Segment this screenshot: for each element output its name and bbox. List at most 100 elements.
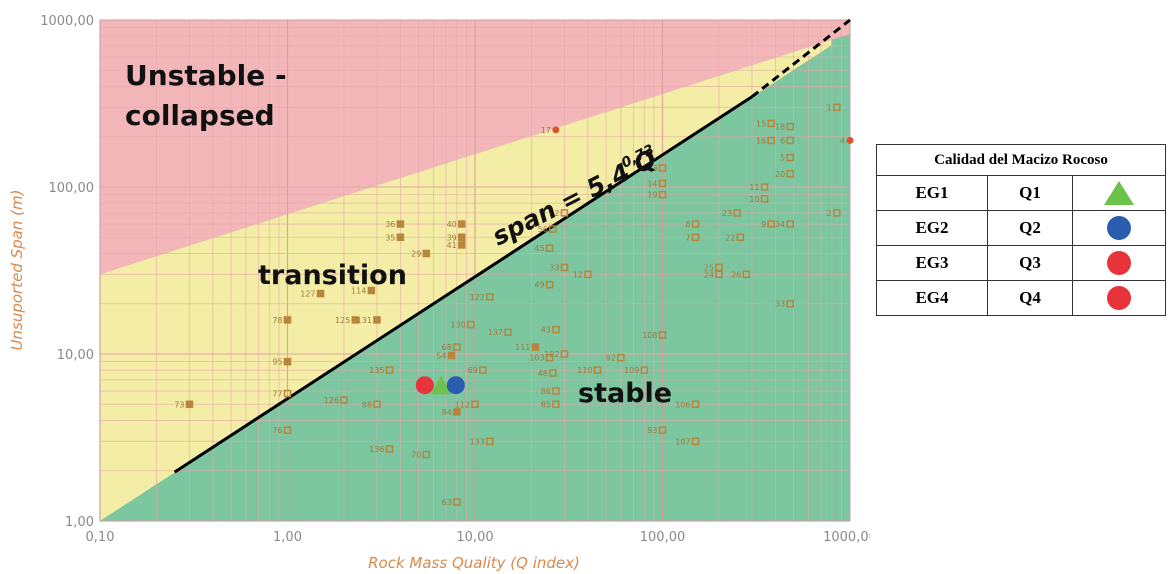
data-point <box>786 153 794 162</box>
zone-label-unstable: Unstable - <box>125 59 287 92</box>
data-point-label: 94 <box>442 408 452 417</box>
data-point <box>786 136 794 145</box>
data-point-label: 54 <box>436 351 446 360</box>
data-point-label: 135 <box>369 366 384 375</box>
data-point-label: 1 <box>827 103 832 112</box>
data-point-label: 48 <box>538 369 548 378</box>
legend-eg: EG3 <box>876 245 988 281</box>
data-point-label: 2 <box>827 209 832 218</box>
data-point-label: 109 <box>624 366 639 375</box>
data-point-label: 23 <box>722 209 732 218</box>
legend-row: EG3 Q3 <box>876 245 1166 281</box>
legend-row: EG4 Q4 <box>876 280 1166 316</box>
zone-label-transition: transition <box>258 260 407 291</box>
data-point <box>283 316 292 324</box>
x-tick-label: 10,00 <box>456 530 493 545</box>
y-tick-label: 1,00 <box>65 515 94 530</box>
data-point-label: 19 <box>647 191 657 200</box>
data-point-label: 35 <box>385 233 395 242</box>
data-point-label: 86 <box>541 387 551 396</box>
circle-icon <box>1107 251 1131 275</box>
data-point-label: 41 <box>447 241 457 250</box>
legend-eg: EG4 <box>876 280 988 316</box>
highlight-point <box>415 376 434 395</box>
data-point-label: 10 <box>749 195 759 204</box>
data-point <box>545 280 554 289</box>
triangle-icon <box>1104 181 1134 205</box>
data-point <box>786 220 794 228</box>
data-point-label: 69 <box>468 366 478 375</box>
data-point <box>486 293 494 301</box>
legend-symbol <box>1072 245 1166 281</box>
data-point-label: 32 <box>549 209 559 218</box>
data-point <box>552 325 560 334</box>
x-tick-label: 1000,00 <box>823 530 870 545</box>
data-point <box>283 357 292 366</box>
data-point-label: 5 <box>780 154 785 163</box>
legend-eg: EG2 <box>876 210 988 246</box>
highlight-point <box>431 375 452 395</box>
data-point-label: 63 <box>442 498 452 507</box>
y-axis-title: Unsuported Span (m) <box>8 190 26 351</box>
data-point-label: 76 <box>272 426 282 435</box>
data-point-label: 15 <box>756 120 766 129</box>
chart-grid <box>99 19 851 522</box>
data-point-label: 33 <box>775 300 785 309</box>
data-point-label: 122 <box>470 293 485 302</box>
data-point-label: 11 <box>749 183 759 192</box>
data-point <box>351 316 360 324</box>
circle-icon <box>1107 216 1131 240</box>
data-point <box>658 164 667 172</box>
data-point <box>471 400 479 409</box>
data-point <box>715 263 723 272</box>
data-point <box>833 103 841 112</box>
data-point <box>691 400 700 409</box>
data-point <box>340 396 348 404</box>
data-point <box>733 209 741 217</box>
data-point <box>486 437 494 446</box>
fit-line-solid <box>173 95 753 474</box>
data-point <box>316 289 325 298</box>
data-point-label: 112 <box>455 400 470 409</box>
data-point <box>453 498 461 506</box>
data-point-label: 39 <box>447 233 457 242</box>
data-point-label: 24 <box>704 270 714 279</box>
data-point-label: 8 <box>685 220 690 229</box>
data-point-label: 56 <box>538 225 548 234</box>
data-point <box>691 437 700 446</box>
data-point-label: 95 <box>272 358 282 367</box>
data-point-label: 77 <box>272 390 282 399</box>
data-point <box>786 170 794 178</box>
data-point <box>786 299 794 308</box>
data-point-label: 29 <box>411 249 421 258</box>
data-point-label: 85 <box>541 400 551 409</box>
data-point-label: 92 <box>606 354 616 363</box>
data-point <box>373 400 381 409</box>
zone-label-collapsed: collapsed <box>125 99 275 132</box>
x-axis-title: Rock Mass Quality (Q index) <box>368 554 580 572</box>
data-point <box>617 353 625 362</box>
data-point <box>549 225 557 233</box>
data-point-label: 13 <box>647 164 657 173</box>
data-point-label: 36 <box>385 220 395 229</box>
data-point <box>658 190 667 199</box>
highlight-point <box>446 376 465 395</box>
data-point-label: 14 <box>647 179 657 188</box>
data-point-label: 110 <box>577 366 592 375</box>
data-point-label: 17 <box>541 126 551 135</box>
y-tick-label: 1000,00 <box>40 14 94 29</box>
data-point <box>422 450 431 459</box>
data-point <box>640 366 649 374</box>
data-point-label: 20 <box>775 170 785 179</box>
data-point <box>760 195 769 203</box>
data-point-label: 25 <box>704 263 714 272</box>
legend-eg: EG1 <box>876 175 988 211</box>
data-point <box>560 209 569 217</box>
legend-title: Calidad del Macizo Rocoso <box>876 144 1166 176</box>
data-point <box>453 343 461 351</box>
data-point <box>458 220 466 228</box>
data-point-label: 22 <box>725 233 735 242</box>
legend-symbol <box>1072 210 1166 246</box>
data-point-label: 43 <box>541 326 551 335</box>
data-point <box>715 270 723 279</box>
